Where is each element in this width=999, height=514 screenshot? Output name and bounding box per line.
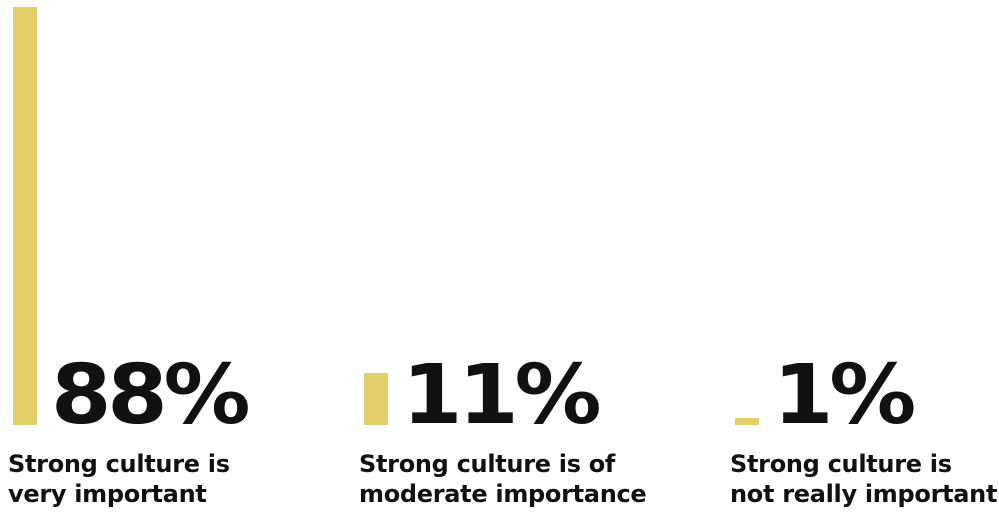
category-label-line: moderate importance bbox=[359, 480, 647, 508]
category-label-line: Strong culture is bbox=[730, 450, 952, 478]
value-label-3: 1% bbox=[773, 348, 916, 443]
category-label-line: Strong culture is of bbox=[359, 450, 616, 478]
category-label-line: very important bbox=[8, 480, 207, 508]
category-label-1: Strong culture is very important bbox=[8, 449, 230, 509]
category-label-line: not really important bbox=[730, 480, 998, 508]
category-label-line: Strong culture is bbox=[8, 450, 230, 478]
bar-3 bbox=[735, 418, 759, 425]
value-label-1: 88% bbox=[51, 348, 251, 443]
bar-1 bbox=[13, 7, 37, 425]
category-label-2: Strong culture is of moderate importance bbox=[359, 449, 647, 509]
value-label-2: 11% bbox=[402, 348, 602, 443]
bar-2 bbox=[364, 373, 388, 425]
category-label-3: Strong culture is not really important bbox=[730, 449, 997, 509]
